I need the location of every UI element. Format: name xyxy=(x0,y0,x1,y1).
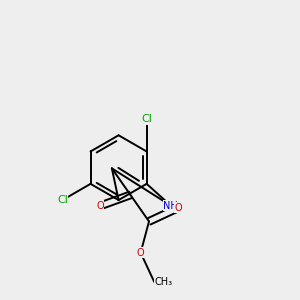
Text: O: O xyxy=(96,201,104,211)
Text: O: O xyxy=(175,203,182,213)
Text: O: O xyxy=(137,248,144,258)
Text: Cl: Cl xyxy=(141,114,152,124)
Text: NH: NH xyxy=(163,200,178,211)
Text: CH₃: CH₃ xyxy=(154,277,172,287)
Text: Cl: Cl xyxy=(57,195,68,205)
